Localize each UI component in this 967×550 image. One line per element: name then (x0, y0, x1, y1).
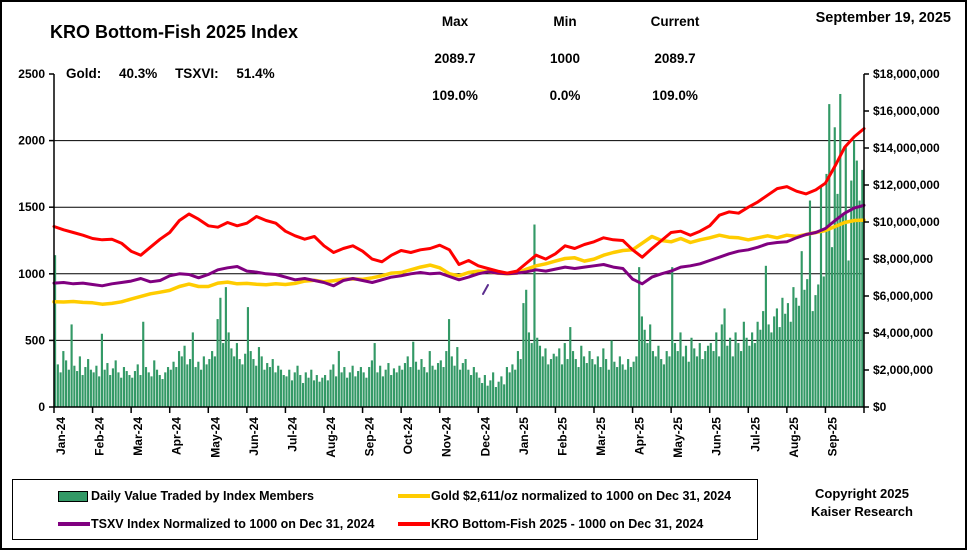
svg-text:Aug-24: Aug-24 (324, 417, 338, 458)
stat-current-percent: 109.0% (652, 88, 698, 103)
svg-text:Apr-25: Apr-25 (633, 417, 647, 455)
svg-text:Jan-25: Jan-25 (517, 417, 531, 455)
svg-text:Nov-24: Nov-24 (440, 417, 454, 457)
svg-text:$16,000,000: $16,000,000 (873, 104, 940, 118)
stat-max: Max 2089.7 109.0% (400, 14, 510, 125)
stat-min-value: 1000 (549, 51, 581, 66)
stat-min: Min 1000 0.0% (510, 14, 620, 125)
svg-text:1500: 1500 (18, 200, 45, 214)
svg-text:2500: 2500 (18, 67, 45, 81)
page-title: KRO Bottom-Fish 2025 Index (50, 22, 299, 42)
svg-text:$2,000,000: $2,000,000 (873, 363, 933, 377)
svg-text:Jul-24: Jul-24 (285, 417, 299, 452)
legend-volume-label: Daily Value Traded by Index Members (91, 489, 315, 503)
legend-kro-label: KRO Bottom-Fish 2025 - 1000 on Dec 31, 2… (431, 517, 704, 531)
legend-item-tsxv: TSXV Index Normalized to 1000 on Dec 31,… (58, 517, 374, 531)
svg-text:2000: 2000 (18, 134, 45, 148)
stat-current-label: Current (650, 14, 700, 29)
svg-text:$14,000,000: $14,000,000 (873, 141, 940, 155)
svg-text:Dec-24: Dec-24 (478, 417, 492, 457)
svg-text:Jan-24: Jan-24 (54, 417, 68, 455)
stat-min-percent: 0.0% (549, 88, 581, 103)
volume-swatch-icon (58, 490, 88, 502)
svg-text:$12,000,000: $12,000,000 (873, 178, 940, 192)
svg-text:Jun-25: Jun-25 (710, 417, 724, 456)
svg-text:Mar-25: Mar-25 (594, 417, 608, 456)
gold-value: 40.3% (119, 66, 158, 81)
svg-text:$10,000,000: $10,000,000 (873, 215, 940, 229)
tsxvi-label: TSXVI: (175, 66, 219, 81)
svg-text:0: 0 (38, 400, 45, 414)
svg-text:Feb-24: Feb-24 (93, 417, 107, 456)
svg-text:Feb-25: Feb-25 (555, 417, 569, 456)
svg-text:1000: 1000 (18, 267, 45, 281)
svg-text:$0: $0 (873, 400, 887, 414)
copyright-line1: Copyright 2025 (815, 486, 909, 501)
legend-item-volume: Daily Value Traded by Index Members (58, 489, 314, 503)
svg-text:$6,000,000: $6,000,000 (873, 289, 933, 303)
svg-text:May-24: May-24 (208, 417, 222, 458)
svg-text:Jun-24: Jun-24 (247, 417, 261, 456)
svg-text:$8,000,000: $8,000,000 (873, 252, 933, 266)
svg-text:500: 500 (25, 333, 45, 347)
svg-text:Apr-24: Apr-24 (170, 417, 184, 455)
legend-tsxv-label: TSXV Index Normalized to 1000 on Dec 31,… (91, 517, 375, 531)
svg-text:Sep-25: Sep-25 (825, 417, 839, 457)
stat-current: Current 2089.7 109.0% (620, 14, 730, 125)
svg-text:Oct-24: Oct-24 (401, 417, 415, 455)
copyright-note: Copyright 2025 Kaiser Research (772, 485, 952, 520)
stat-current-value: 2089.7 (654, 51, 696, 66)
svg-text:Sep-24: Sep-24 (363, 417, 377, 457)
gold-line-swatch-icon (398, 494, 430, 498)
legend-gold-label: Gold $2,611/oz normalized to 1000 on Dec… (431, 489, 732, 503)
report-date: September 19, 2025 (815, 10, 951, 26)
svg-text:$18,000,000: $18,000,000 (873, 67, 940, 81)
tsxv-line-swatch-icon (58, 522, 90, 526)
kro-line-swatch-icon (398, 522, 430, 526)
stat-max-percent: 109.0% (432, 88, 478, 103)
stats-panel: Max 2089.7 109.0% Min 1000 0.0% Current … (400, 14, 730, 125)
benchmark-row: Gold: 40.3% TSXVI: 51.4% (66, 66, 289, 81)
legend-item-kro: KRO Bottom-Fish 2025 - 1000 on Dec 31, 2… (398, 517, 703, 531)
svg-text:Mar-24: Mar-24 (131, 417, 145, 456)
tsxvi-value: 51.4% (236, 66, 275, 81)
legend-box: Daily Value Traded by Index Members Gold… (12, 479, 758, 540)
gold-label: Gold: (66, 66, 102, 81)
legend-item-gold: Gold $2,611/oz normalized to 1000 on Dec… (398, 489, 731, 503)
stat-max-label: Max (441, 14, 469, 29)
svg-text:$4,000,000: $4,000,000 (873, 326, 933, 340)
svg-text:Jul-25: Jul-25 (748, 417, 762, 452)
stat-max-value: 2089.7 (434, 51, 476, 66)
stat-min-label: Min (553, 14, 577, 29)
svg-text:May-25: May-25 (671, 417, 685, 458)
copyright-line2: Kaiser Research (811, 503, 913, 519)
svg-text:Aug-25: Aug-25 (787, 417, 801, 458)
